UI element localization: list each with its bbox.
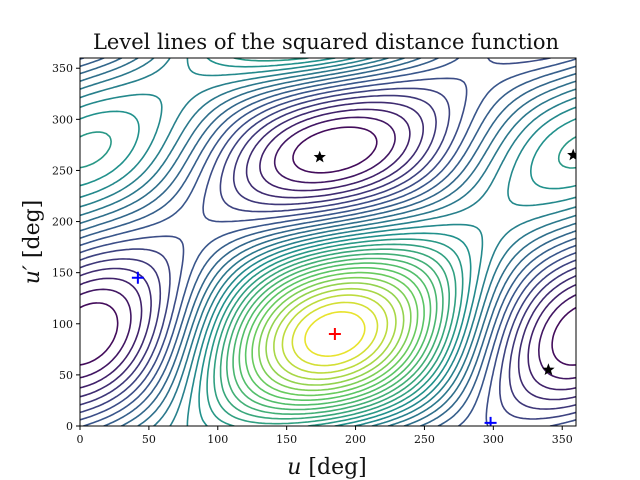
x-tick-label: 100: [207, 433, 228, 446]
x-tick-label: 50: [142, 433, 156, 446]
x-axis-label: u [deg]: [287, 455, 367, 480]
contour-level-line: [258, 276, 412, 392]
contour-level-line: [80, 108, 576, 391]
y-tick-label: 0: [66, 420, 73, 433]
contour-level-line: [80, 126, 576, 366]
contour-level-line: [226, 253, 444, 415]
x-tick-label: 250: [414, 433, 435, 446]
contour-level-line: [80, 87, 576, 420]
y-tick-label: 200: [52, 216, 73, 229]
y-tick-label: 250: [52, 164, 73, 177]
x-tick-label: 300: [483, 433, 504, 446]
contour-level-line: [219, 248, 450, 420]
y-axis-label: u′ [deg]: [20, 200, 45, 285]
star-marker: [313, 150, 326, 163]
contour-level-line: [304, 311, 366, 357]
contour-level-line: [232, 257, 438, 411]
x-axis-ticks: 0 50 100 150 200 250 300 350: [77, 426, 573, 446]
contour-level-line: [80, 58, 576, 426]
contour-level-line: [80, 101, 576, 401]
contour-level-line: [80, 58, 576, 426]
contour-level-line: [281, 294, 389, 374]
y-tick-label: 100: [52, 318, 73, 331]
contour-level-line: [80, 58, 576, 426]
x-tick-label: 0: [77, 433, 84, 446]
plot-frame: [79, 57, 577, 427]
contour-level-line: [80, 116, 576, 380]
chart-title: Level lines of the squared distance func…: [93, 30, 559, 54]
x-tick-label: 200: [345, 433, 366, 446]
contour-level-line: [80, 58, 576, 426]
y-tick-label: 150: [52, 267, 73, 280]
plus-marker: [131, 271, 144, 284]
x-tick-label: 150: [276, 433, 297, 446]
plus-marker: [328, 328, 341, 340]
contour-level-line: [80, 58, 576, 426]
contour-level-line: [251, 271, 419, 397]
contour-level-line: [80, 58, 576, 426]
contour-level-line: [273, 287, 397, 381]
y-tick-label: 350: [52, 62, 73, 75]
contour-level-line: [213, 243, 457, 425]
markers: [131, 148, 576, 426]
y-tick-label: 300: [52, 113, 73, 126]
contour-level-line: [238, 262, 432, 406]
plus-marker: [484, 416, 497, 426]
star-marker: [542, 363, 555, 375]
y-tick-label: 50: [59, 369, 73, 382]
y-axis-ticks: 0 50 100 150 200 250 300 350: [52, 62, 80, 433]
contour-level-line: [265, 282, 405, 386]
contour-level-line: [244, 267, 425, 401]
x-tick-label: 350: [552, 433, 573, 446]
contour-level-line: [80, 94, 576, 410]
star-marker: [567, 148, 576, 161]
contour-lines: [80, 58, 576, 426]
contour-level-line: [291, 301, 379, 367]
